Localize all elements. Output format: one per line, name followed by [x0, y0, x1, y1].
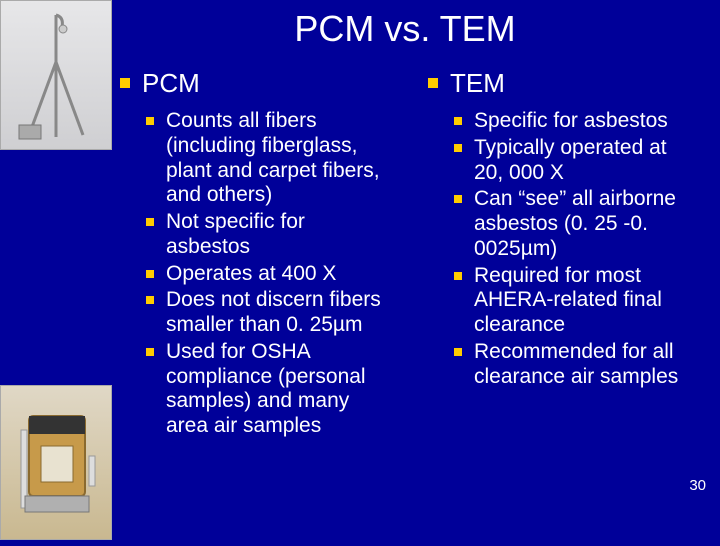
list-item: Counts all fibers (including fiberglass,…: [146, 109, 392, 208]
left-header-text: PCM: [142, 68, 200, 98]
bullet-icon: [146, 296, 154, 304]
tripod-icon: [11, 7, 101, 145]
bullet-icon: [146, 348, 154, 356]
item-text: Counts all fibers (including fiberglass,…: [166, 109, 380, 206]
item-text: Required for most AHERA-related final cl…: [474, 264, 662, 337]
columns: PCM Counts all fibers (including fibergl…: [20, 68, 700, 441]
bullet-icon: [454, 348, 462, 356]
item-text: Does not discern fibers smaller than 0. …: [166, 288, 381, 336]
list-item: Recommended for all clearance air sample…: [454, 340, 700, 390]
bullet-icon: [454, 117, 462, 125]
slide-title: PCM vs. TEM: [20, 8, 700, 50]
list-item: Used for OSHA compliance (personal sampl…: [146, 340, 392, 439]
sampler-stand-image: [0, 0, 112, 150]
list-item: Specific for asbestos: [454, 109, 700, 134]
right-header-text: TEM: [450, 68, 505, 98]
item-text: Specific for asbestos: [474, 109, 668, 132]
bullet-icon: [454, 272, 462, 280]
left-header: PCM: [120, 68, 392, 99]
list-item: Can “see” all airborne asbestos (0. 25 -…: [454, 187, 700, 261]
bullet-icon: [146, 117, 154, 125]
right-column: TEM Specific for asbestos Typically oper…: [428, 68, 700, 441]
item-text: Typically operated at 20, 000 X: [474, 136, 667, 184]
slide-number: 30: [689, 477, 706, 494]
item-text: Can “see” all airborne asbestos (0. 25 -…: [474, 187, 676, 260]
bullet-icon: [120, 78, 130, 88]
item-text: Used for OSHA compliance (personal sampl…: [166, 340, 366, 437]
item-text: Not specific for asbestos: [166, 210, 305, 258]
bullet-icon: [428, 78, 438, 88]
list-item: Operates at 400 X: [146, 262, 392, 287]
bullet-icon: [146, 218, 154, 226]
bullet-icon: [454, 195, 462, 203]
list-item: Typically operated at 20, 000 X: [454, 136, 700, 186]
list-item: Not specific for asbestos: [146, 210, 392, 260]
list-item: Does not discern fibers smaller than 0. …: [146, 288, 392, 338]
right-items: Specific for asbestos Typically operated…: [428, 109, 700, 389]
item-text: Operates at 400 X: [166, 262, 336, 285]
left-items: Counts all fibers (including fiberglass,…: [120, 109, 392, 439]
right-header: TEM: [428, 68, 700, 99]
sampler-device-image: [0, 385, 112, 540]
list-item: Required for most AHERA-related final cl…: [454, 264, 700, 338]
bullet-icon: [146, 270, 154, 278]
bullet-icon: [454, 144, 462, 152]
left-column: PCM Counts all fibers (including fibergl…: [120, 68, 392, 441]
sampler-icon: [1, 386, 113, 541]
item-text: Recommended for all clearance air sample…: [474, 340, 678, 388]
